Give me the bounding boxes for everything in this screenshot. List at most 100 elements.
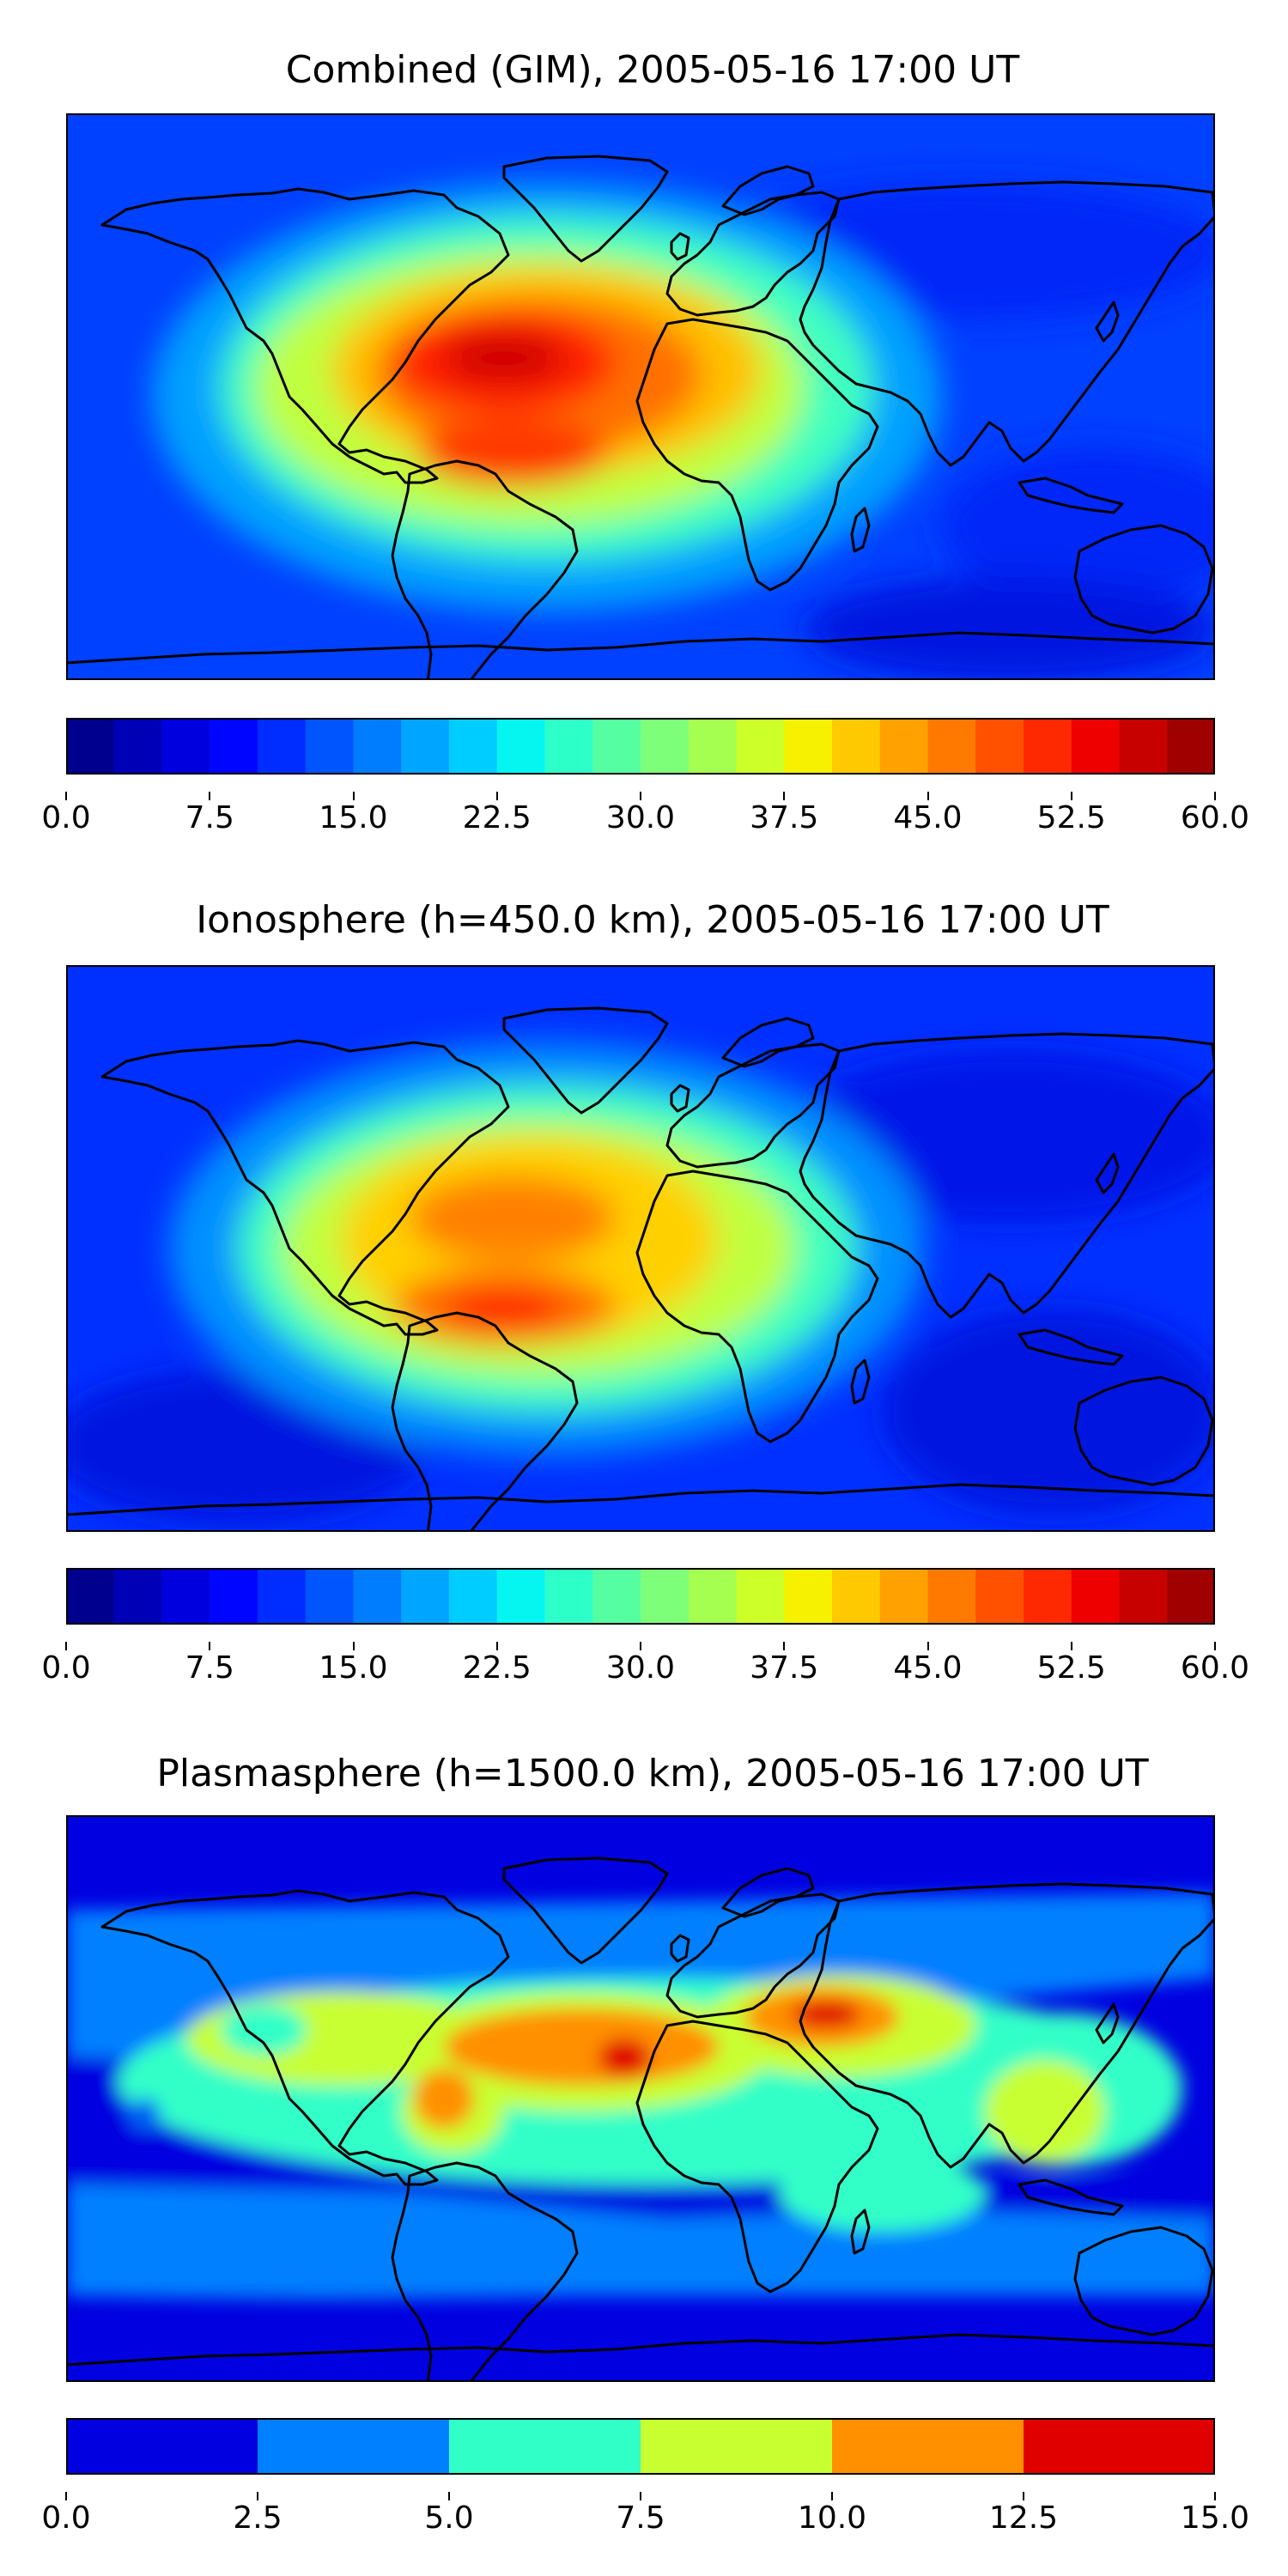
colorbar-segment	[305, 718, 355, 775]
colorbar-ticks: 0.0 2.5 5.0 7.5 10.0 12.5 15.0	[41, 2492, 1249, 2552]
colorbar-segment	[401, 718, 450, 775]
colorbar-tick-mark	[209, 1642, 211, 1650]
colorbar-tick-mark	[1214, 1642, 1216, 1650]
colorbar-segment	[879, 1568, 929, 1625]
colorbar-segment	[592, 718, 641, 775]
colorbar-segment	[688, 718, 738, 775]
colorbar-border	[66, 718, 1215, 775]
colorbar-tick-label: 22.5	[462, 800, 532, 835]
colorbar-tick-label: 52.5	[1036, 1650, 1106, 1686]
colorbar-tick-mark	[65, 792, 67, 800]
chart-title: Plasmasphere (h=1500.0 km), 2005-05-16 1…	[156, 1752, 1149, 1795]
colorbar-tick-label: 22.5	[462, 1650, 532, 1686]
colorbar-tick-label: 0.0	[41, 1650, 91, 1686]
colorbar-tick-mark	[65, 1642, 67, 1650]
colorbar-tick-label: 60.0	[1180, 1650, 1250, 1686]
colorbar-tick-label: 2.5	[233, 2500, 283, 2536]
colorbar-segment	[258, 1568, 307, 1625]
colorbar-segment	[688, 1568, 738, 1625]
colorbar-tick-label: 15.0	[319, 1650, 388, 1686]
colorbar-tick-label: 52.5	[1036, 800, 1106, 835]
colorbar-tick-mark	[640, 2492, 641, 2500]
colorbar-segment	[66, 1568, 115, 1625]
colorbar-segment	[592, 1568, 641, 1625]
colorbar-tick-mark	[209, 792, 211, 800]
colorbar-segment	[832, 718, 881, 775]
colorbar-segment	[113, 718, 163, 775]
colorbar-segment	[210, 1568, 258, 1625]
colorbar-border	[66, 2418, 1215, 2475]
colorbar-segment	[1119, 718, 1168, 775]
colorbar-tick-label: 15.0	[1180, 2500, 1250, 2536]
colorbar-tick-mark	[1214, 792, 1216, 800]
colorbar-segment	[66, 718, 115, 775]
colorbar-segment	[544, 718, 593, 775]
colorbar-tick-mark	[65, 2492, 67, 2500]
colorbar-tick-mark	[1070, 1642, 1072, 1650]
colorbar-segment	[975, 1568, 1024, 1625]
colorbar-tick-mark	[783, 792, 786, 800]
colorbar-segment	[449, 718, 498, 775]
colorbar-segment	[1024, 718, 1072, 775]
colorbar-tick-label: 12.5	[988, 2500, 1059, 2536]
colorbar-segment	[401, 1568, 450, 1625]
colorbar-segment	[113, 1568, 163, 1625]
colorbar-segment	[305, 1568, 355, 1625]
colorbar-segment	[66, 2418, 258, 2475]
chart-title: Ionosphere (h=450.0 km), 2005-05-16 17:0…	[196, 898, 1109, 942]
colorbar-segment	[784, 718, 833, 775]
map-combined	[66, 113, 1215, 680]
colorbar-tick-label: 30.0	[605, 800, 676, 835]
map-ionosphere	[66, 965, 1215, 1532]
colorbar-segment	[161, 1568, 210, 1625]
colorbar-tick-mark	[495, 792, 498, 800]
colorbar-segment	[784, 1568, 833, 1625]
colorbar-ticks: 0.0 7.5 15.0 22.5 30.0 37.5 45.0 52.5 60.0	[41, 1642, 1249, 1702]
colorbar-segment	[1119, 1568, 1168, 1625]
colorbar-segment	[353, 718, 402, 775]
colorbar-tick-label: 60.0	[1180, 800, 1250, 835]
colorbar-segment	[449, 2418, 641, 2475]
colorbar-segment	[258, 718, 307, 775]
colorbar	[66, 718, 1215, 775]
colorbar-segment	[641, 718, 690, 775]
colorbar-segment	[1024, 2418, 1215, 2475]
colorbar-segment	[1167, 1568, 1215, 1625]
colorbar-tick-label: 7.5	[185, 1650, 234, 1686]
colorbar-segment	[832, 2418, 1024, 2475]
colorbar-tick-mark	[495, 1642, 498, 1650]
colorbar-tick-mark	[927, 1642, 929, 1650]
colorbar-tick-label: 7.5	[185, 800, 234, 835]
colorbar-segment	[496, 1568, 546, 1625]
colorbar-tick-label: 37.5	[750, 800, 819, 835]
colorbar-tick-mark	[1023, 2492, 1024, 2500]
colorbar-segment	[1167, 718, 1215, 775]
colorbar-segment	[879, 718, 929, 775]
colorbar-tick-label: 15.0	[319, 800, 388, 835]
colorbar-segment	[832, 1568, 881, 1625]
colorbar-tick-label: 10.0	[797, 2500, 867, 2536]
colorbar	[66, 1568, 1215, 1625]
colorbar-segment	[210, 718, 258, 775]
colorbar-tick-label: 7.5	[616, 2500, 665, 2536]
colorbar-tick-mark	[352, 1642, 355, 1650]
colorbar-tick-mark	[783, 1642, 786, 1650]
colorbar-tick-mark	[640, 1642, 641, 1650]
colorbar-segment	[641, 2418, 833, 2475]
colorbar-tick-mark	[640, 792, 641, 800]
colorbar-ticks: 0.0 7.5 15.0 22.5 30.0 37.5 45.0 52.5 60.0	[41, 792, 1249, 852]
colorbar-tick-mark	[1214, 2492, 1216, 2500]
colorbar-tick-label: 5.0	[424, 2500, 474, 2536]
map-plasmasphere	[66, 1815, 1215, 2382]
colorbar-segment	[1071, 718, 1121, 775]
colorbar-tick-label: 45.0	[893, 800, 963, 835]
colorbar-segment	[927, 718, 976, 775]
colorbar-segment	[736, 1568, 785, 1625]
colorbar-segment	[1071, 1568, 1121, 1625]
colorbar-segment	[641, 1568, 690, 1625]
colorbar-tick-label: 0.0	[41, 2500, 91, 2536]
colorbar-tick-mark	[1070, 792, 1072, 800]
colorbar-segment	[927, 1568, 976, 1625]
colorbar-segment	[736, 718, 785, 775]
colorbar-segment	[496, 718, 546, 775]
